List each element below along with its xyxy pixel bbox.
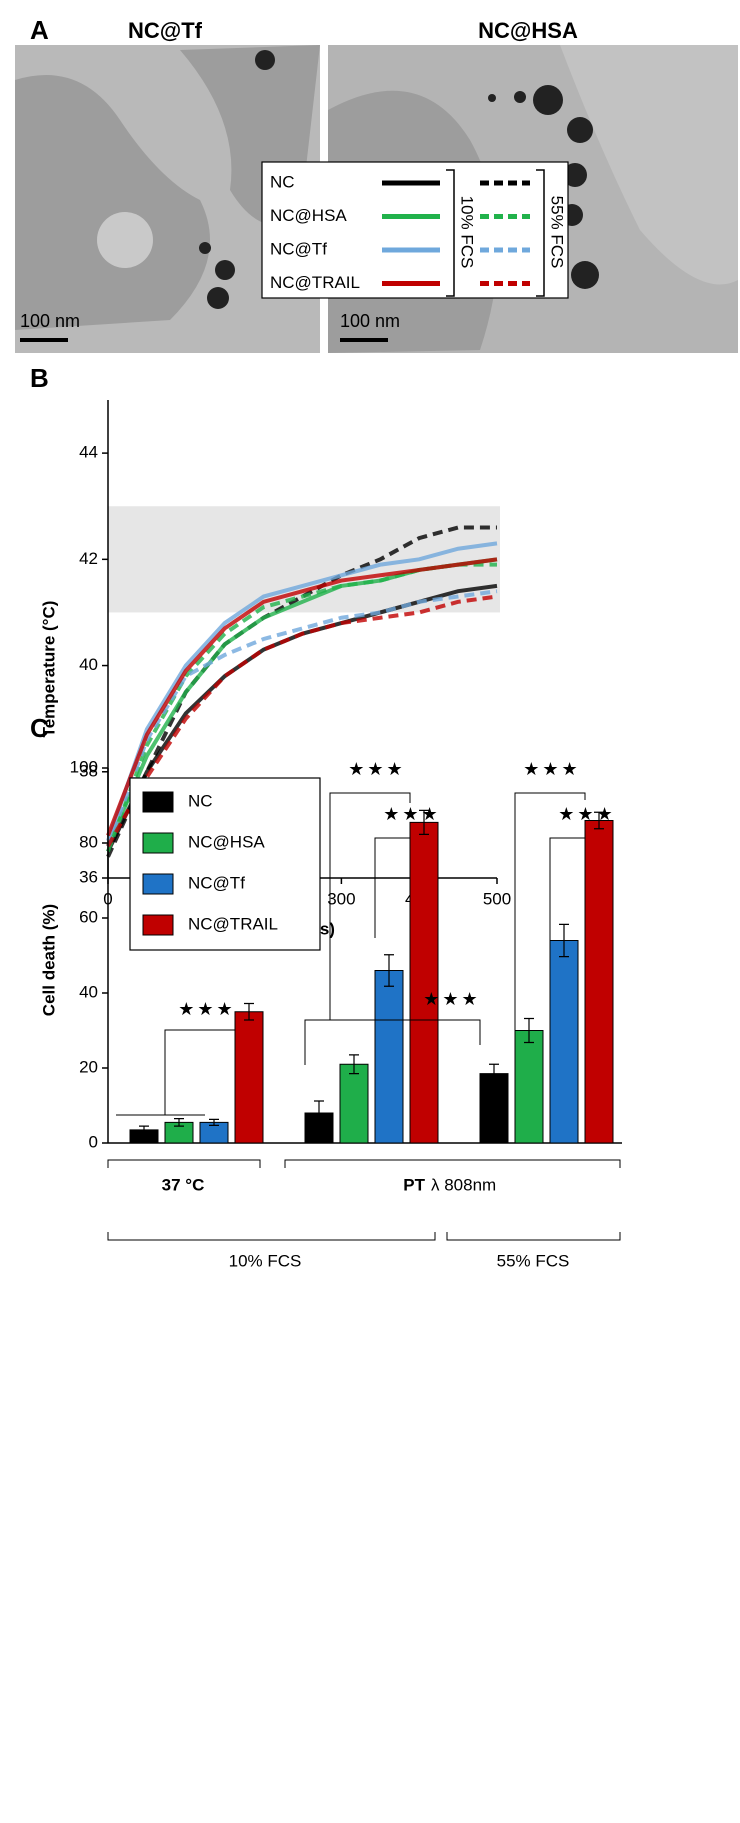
legend-bracket	[446, 169, 455, 297]
group-label: 10% FCS	[229, 1251, 302, 1270]
panel-letter: C	[30, 713, 49, 743]
error-bar	[244, 1002, 254, 1021]
scale-bar-label: 100 nm	[340, 311, 400, 331]
error-bar	[314, 1100, 324, 1126]
significance-bracket	[304, 1019, 481, 1065]
group-label: λ 808nm	[431, 1175, 496, 1194]
error-bar	[139, 1125, 149, 1135]
significance-label: ★★★	[178, 999, 235, 1019]
y-tick-label: 40	[79, 655, 98, 674]
y-tick-label: 80	[79, 832, 98, 851]
error-bar	[524, 1017, 534, 1044]
legend-label: NC@Tf	[270, 239, 327, 258]
y-tick-label: 0	[89, 1132, 98, 1151]
legend-swatch	[142, 873, 174, 895]
panel-letter: B	[30, 363, 49, 393]
group-label: 37 °C	[162, 1175, 205, 1194]
significance-label: ★★★	[523, 759, 580, 779]
error-bar	[594, 811, 604, 830]
y-tick-label: 44	[79, 443, 98, 462]
significance-label: ★★★	[348, 759, 405, 779]
error-bar	[174, 1118, 184, 1127]
significance-label: ★★★	[558, 804, 615, 824]
y-axis-label: Temperature (°C)	[39, 601, 58, 738]
temperature-line	[106, 557, 498, 837]
y-tick-label: 36	[79, 867, 98, 886]
bar	[339, 1063, 369, 1144]
x-tick-label: 500	[483, 889, 511, 908]
panel-letter: A	[30, 15, 49, 45]
legend-label: NC@TRAIL	[270, 273, 360, 292]
error-bar	[489, 1063, 499, 1084]
panel-title: NC@Tf	[128, 18, 203, 43]
temperature-line	[106, 594, 498, 848]
group-label: PT	[403, 1175, 425, 1194]
temperature-line	[106, 541, 498, 842]
bar	[479, 1073, 509, 1144]
legend-label: NC@HSA	[188, 832, 265, 851]
legend-condition: 55% FCS	[548, 196, 567, 269]
bar	[514, 1030, 544, 1144]
bar	[374, 970, 404, 1144]
legend-swatch	[142, 914, 174, 936]
legend-swatch	[142, 791, 174, 813]
group-bracket	[446, 1232, 621, 1241]
error-bar	[559, 923, 569, 958]
significance-bracket	[329, 792, 411, 1020]
group-bracket	[107, 1232, 436, 1241]
panel-title: NC@HSA	[478, 18, 578, 43]
bar	[234, 1011, 264, 1144]
error-bar	[349, 1054, 359, 1075]
significance-label: ★★★	[423, 989, 480, 1009]
group-bracket	[284, 1159, 621, 1168]
legend-condition: 10% FCS	[458, 196, 477, 269]
significance-label: ★★★	[383, 804, 440, 824]
error-bar	[419, 809, 429, 835]
legend-bracket	[536, 169, 545, 297]
y-tick-label: 38	[79, 761, 98, 780]
error-bar	[209, 1118, 219, 1126]
significance-bracket	[374, 837, 411, 938]
group-bracket	[107, 1159, 261, 1168]
legend-label: NC@Tf	[188, 873, 245, 892]
temperature-line	[106, 525, 497, 858]
significance-bracket	[514, 792, 586, 1045]
y-tick-label: 60	[79, 907, 98, 926]
legend-label: NC	[188, 791, 213, 810]
y-tick-label: 100	[70, 757, 98, 776]
legend-label: NC	[270, 172, 295, 191]
bar	[549, 940, 579, 1144]
group-label: 55% FCS	[497, 1251, 570, 1270]
bar	[584, 820, 614, 1144]
scale-bar-label: 100 nm	[20, 311, 80, 331]
y-tick-label: 40	[79, 982, 98, 1001]
significance-bracket	[116, 1029, 236, 1116]
x-tick-label: 300	[327, 889, 355, 908]
temperature-line	[106, 589, 498, 847]
legend-label: NC@TRAIL	[188, 914, 278, 933]
y-tick-label: 42	[79, 549, 98, 568]
y-axis-label: Cell death (%)	[39, 904, 58, 1016]
significance-bracket	[549, 837, 586, 940]
error-bar	[384, 954, 394, 987]
bar	[409, 821, 439, 1144]
legend-label: NC@HSA	[270, 206, 347, 225]
legend-swatch	[142, 832, 174, 854]
y-tick-label: 20	[79, 1057, 98, 1076]
